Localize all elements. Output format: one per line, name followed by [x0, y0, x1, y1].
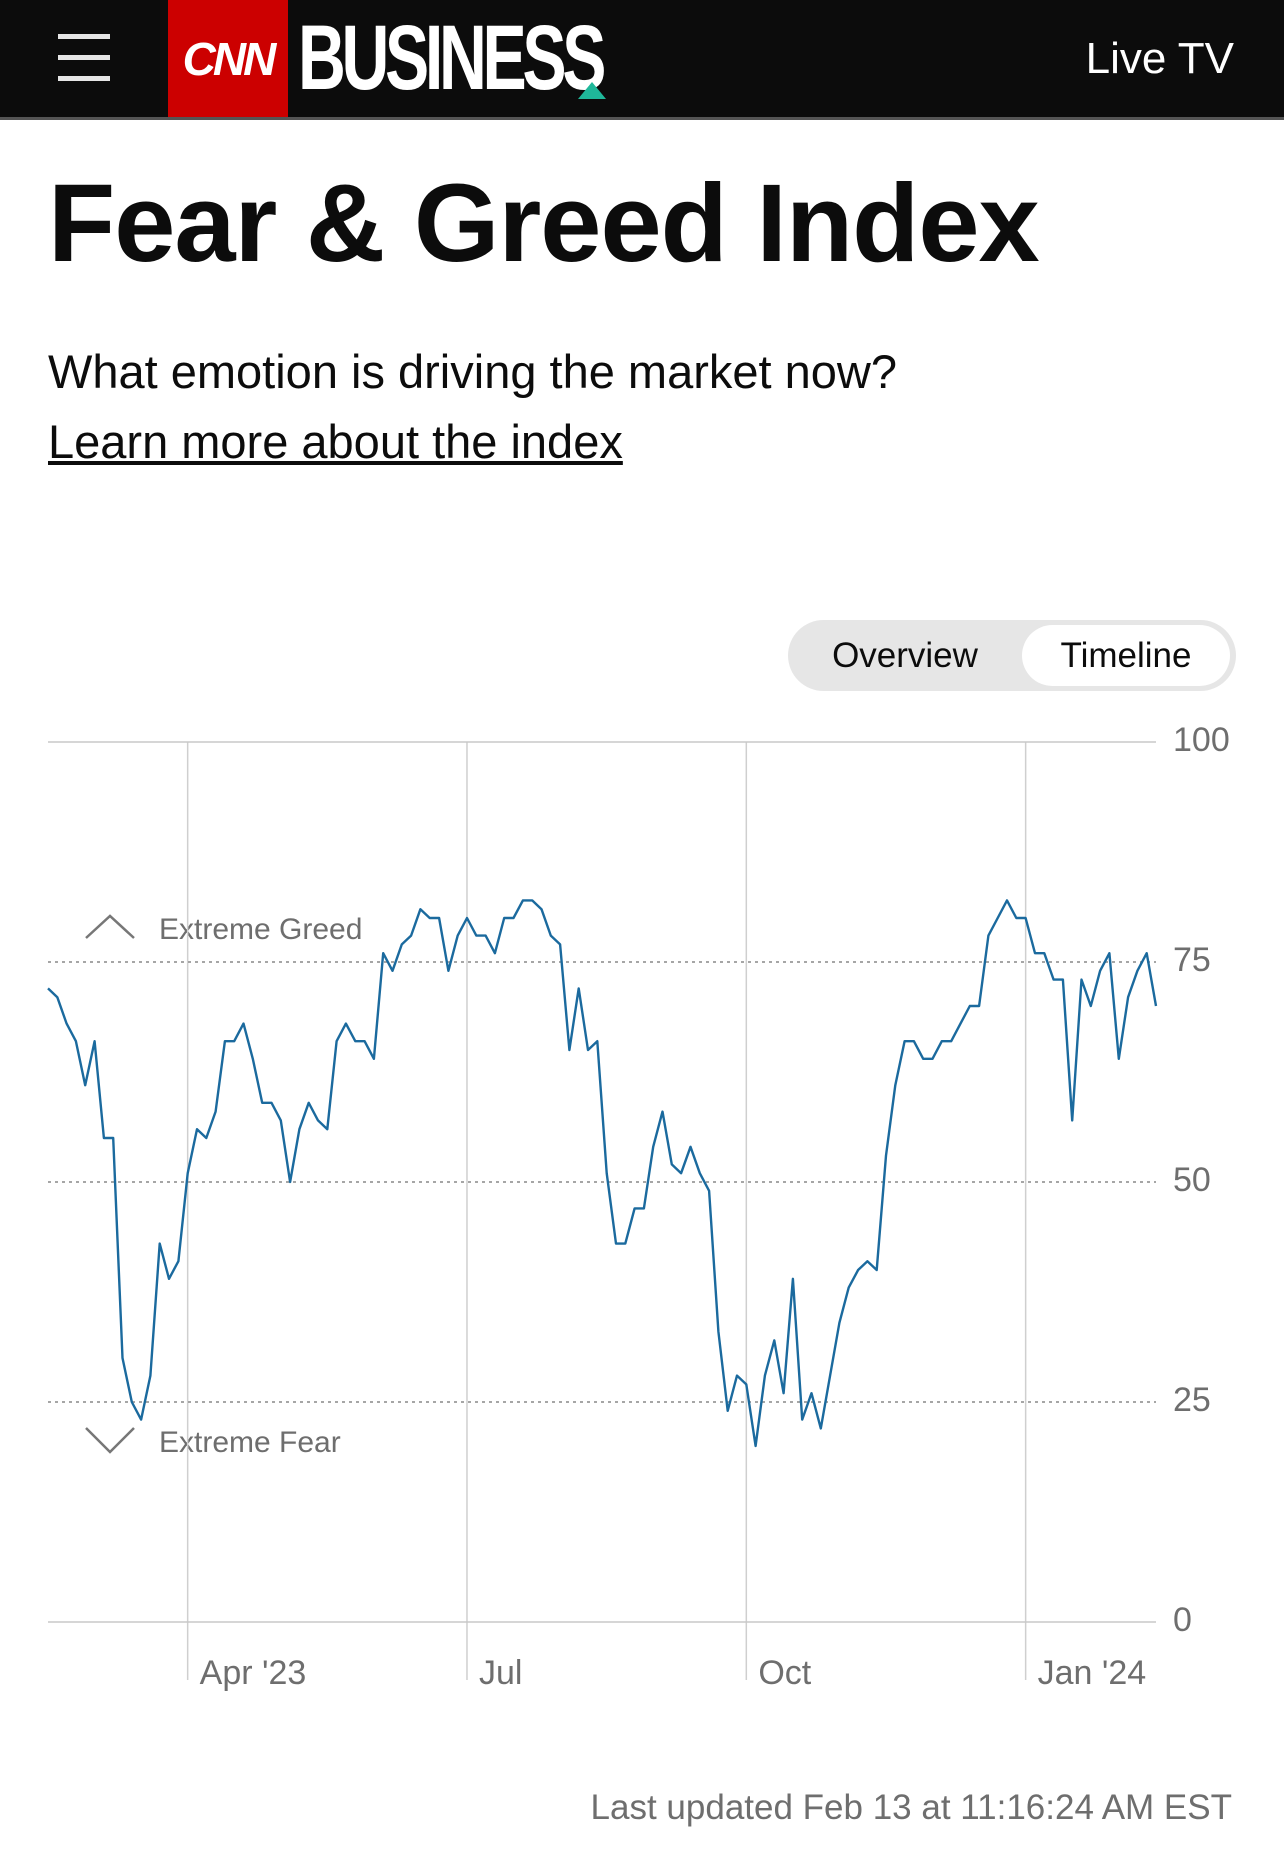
- learn-more-link[interactable]: Learn more about the index: [48, 415, 623, 468]
- fear-chevron: [85, 1427, 135, 1454]
- annotation: Extreme Greed: [159, 913, 362, 946]
- header: CNN BUSINESS Live TV: [0, 0, 1284, 120]
- subtitle: What emotion is driving the market now?: [48, 345, 897, 398]
- view-toggle: Overview Timeline: [788, 620, 1236, 691]
- x-tick-label: Jan '24: [1038, 1654, 1147, 1692]
- cnn-logo[interactable]: CNN: [168, 0, 288, 117]
- menu-button[interactable]: [58, 34, 110, 97]
- index-line: [47, 899, 1158, 1448]
- greed-chevron: [85, 914, 135, 939]
- timeline-tab[interactable]: Timeline: [1022, 625, 1230, 686]
- page-title: Fear & Greed Index: [48, 162, 1040, 285]
- annotation: Extreme Fear: [159, 1426, 341, 1459]
- y-tick-label: 0: [1173, 1601, 1192, 1639]
- y-tick-label: 100: [1173, 721, 1230, 759]
- logo-accent: [578, 82, 606, 99]
- x-tick-label: Oct: [758, 1654, 811, 1692]
- last-updated: Last updated Feb 13 at 11:16:24 AM EST: [590, 1788, 1232, 1827]
- section-name[interactable]: BUSINESS: [298, 7, 606, 109]
- x-tick-label: Jul: [479, 1654, 522, 1692]
- overview-tab[interactable]: Overview: [832, 636, 978, 675]
- y-tick-label: 75: [1173, 941, 1211, 979]
- y-tick-label: 50: [1173, 1161, 1211, 1199]
- y-tick-label: 25: [1173, 1381, 1211, 1419]
- live-tv-link[interactable]: Live TV: [1085, 34, 1234, 83]
- x-tick-label: Apr '23: [200, 1654, 307, 1692]
